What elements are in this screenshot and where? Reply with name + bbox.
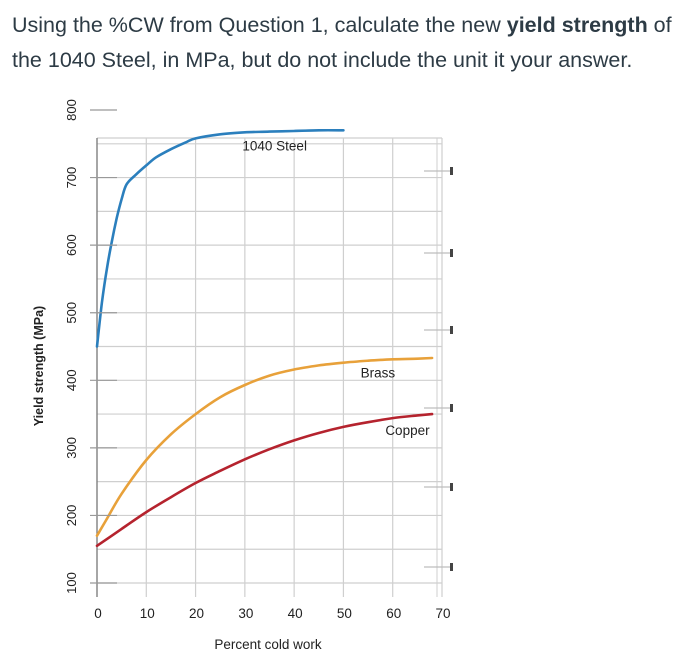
right-axis-tick-label-fragment bbox=[450, 326, 453, 334]
series-line-brass bbox=[95, 356, 434, 537]
question-text: Using the %CW from Question 1, calculate… bbox=[12, 8, 677, 78]
series-line-copper bbox=[95, 412, 434, 548]
y-tick-label: 500 bbox=[64, 302, 79, 324]
y-tick-label: 300 bbox=[64, 437, 79, 459]
question-text-part-2: of the 1040 Steel, in MPa, but do not in… bbox=[12, 13, 672, 72]
x-tick-label: 50 bbox=[337, 606, 352, 621]
y-tick-label: 800 bbox=[64, 99, 79, 121]
question-text-part-1: Using the %CW from Question 1, calculate… bbox=[12, 13, 507, 37]
x-tick-label: 20 bbox=[189, 606, 204, 621]
chart-series-labels: 1040 Steel Brass Copper bbox=[242, 139, 430, 438]
y-tick-label: 200 bbox=[64, 505, 79, 527]
series-label-copper: Copper bbox=[385, 423, 430, 438]
right-axis-tick-label-fragment bbox=[450, 404, 453, 412]
x-tick-label: 30 bbox=[238, 606, 253, 621]
question-bold-term: yield strength bbox=[506, 13, 648, 37]
right-axis-tick-label-fragment bbox=[450, 249, 453, 257]
series-line-1040-steel bbox=[95, 128, 345, 348]
chart-series bbox=[95, 128, 434, 548]
x-tick-label: 40 bbox=[288, 606, 303, 621]
series-label-1040-steel: 1040 Steel bbox=[242, 139, 307, 154]
y-tick-label: 400 bbox=[64, 369, 79, 391]
y-axis-label: Yield strength (MPa) bbox=[32, 306, 46, 426]
y-tick-label: 600 bbox=[64, 234, 79, 256]
x-tick-label: 10 bbox=[140, 606, 155, 621]
chart-grid bbox=[97, 137, 443, 597]
right-axis-tick-label-fragment bbox=[450, 167, 453, 175]
x-tick-label: 0 bbox=[94, 606, 102, 621]
y-tick-label: 100 bbox=[64, 572, 79, 594]
right-axis-tick-label-fragment bbox=[450, 563, 453, 571]
x-axis-ticks: 0 10 20 30 40 50 60 70 bbox=[94, 606, 450, 621]
right-axis-tick-label-fragment bbox=[450, 483, 453, 491]
x-tick-label: 70 bbox=[435, 606, 450, 621]
y-axis-ticks: 100 200 300 400 500 600 700 800 bbox=[64, 99, 117, 594]
series-label-brass: Brass bbox=[361, 366, 396, 381]
x-tick-label: 60 bbox=[386, 606, 401, 621]
cropped-right-axis bbox=[424, 138, 453, 597]
y-tick-label: 700 bbox=[64, 167, 79, 189]
x-axis-label: Percent cold work bbox=[214, 637, 322, 652]
